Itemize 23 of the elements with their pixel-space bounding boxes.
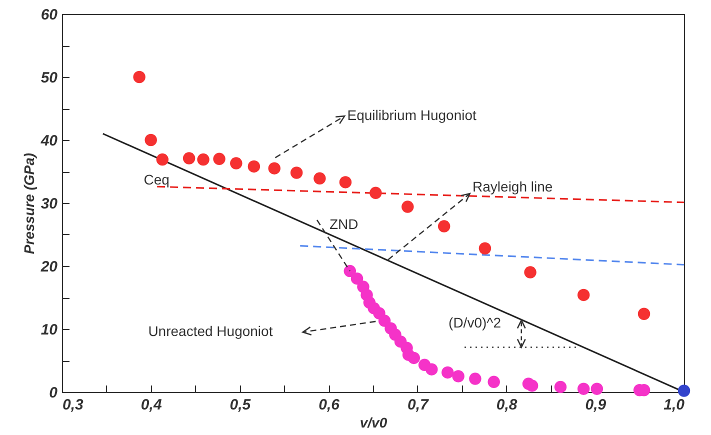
y-tick-label: 60 [40,6,58,24]
x-tick-label: 0,5 [230,396,252,414]
x-tick-label: 0,7 [408,396,430,414]
y-tick-label: 20 [40,258,58,276]
x-tick-label: 0,3 [62,396,84,414]
x-tick-label: 0,8 [496,396,518,414]
y-tick-label: 30 [40,196,58,212]
x-tick-label: 0,6 [318,396,340,414]
annotation: Rayleigh line [472,178,553,194]
annotation: Unreacted Hugoniot [148,323,273,340]
annotation: Equilibrium Hugoniot [347,107,477,124]
annotation: ZND [329,216,358,232]
x-tick-label: 0,9 [585,396,607,414]
y-tick-label: 10 [40,322,58,338]
annotation: Ceq [144,171,170,188]
x-tick-label: 1,0 [664,396,686,414]
y-tick-label: 0 [49,384,58,402]
x-axis-title: v/v0 [360,414,388,430]
annotation: (D/v0)^2 [448,314,502,330]
y-axis-title: Pressure (GPa) [20,152,37,254]
x-tick-label: 0,4 [140,396,162,414]
y-tick-label: 40 [40,132,58,150]
y-tick-label: 50 [40,70,58,86]
